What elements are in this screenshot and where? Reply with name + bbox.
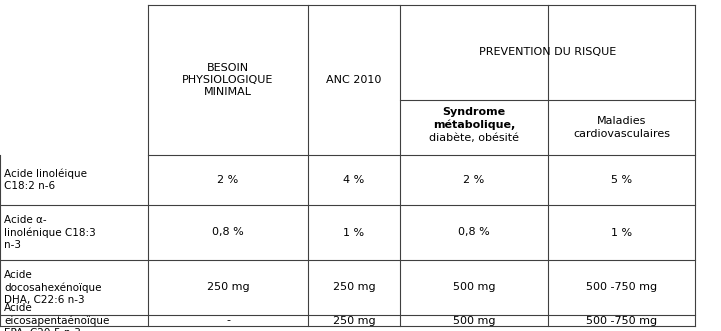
Text: Acide linoléique
C18:2 n-6: Acide linoléique C18:2 n-6 [4,169,87,191]
Text: Maladies
cardiovasculaires: Maladies cardiovasculaires [573,116,670,139]
Text: Acide
eicosapentaénoïque
EPA, C20:5 n-3: Acide eicosapentaénoïque EPA, C20:5 n-3 [4,303,110,331]
Text: 0,8 %: 0,8 % [212,227,244,238]
Text: 500 -750 mg: 500 -750 mg [586,315,657,325]
Text: 0,8 %: 0,8 % [458,227,490,238]
Text: 500 mg: 500 mg [453,315,495,325]
Text: diabète, obésité: diabète, obésité [429,133,519,144]
Text: Syndrome
métabolique,: Syndrome métabolique, [433,107,515,130]
Text: 2 %: 2 % [464,175,485,185]
Text: Acide α-
linolénique C18:3
n-3: Acide α- linolénique C18:3 n-3 [4,215,96,250]
Text: BESOIN
PHYSIOLOGIQUE
MINIMAL: BESOIN PHYSIOLOGIQUE MINIMAL [182,63,274,97]
Text: 500 mg: 500 mg [453,282,495,293]
Text: 1 %: 1 % [611,227,632,238]
Text: 500 -750 mg: 500 -750 mg [586,282,657,293]
Text: 250 mg: 250 mg [207,282,249,293]
Text: ANC 2010: ANC 2010 [327,75,381,85]
Text: 4 %: 4 % [343,175,365,185]
Text: PREVENTION DU RISQUE: PREVENTION DU RISQUE [479,48,616,58]
Text: 250 mg: 250 mg [332,315,376,325]
Text: Acide
docosahexénoïque
DHA, C22:6 n-3: Acide docosahexénoïque DHA, C22:6 n-3 [4,270,102,305]
Text: 2 %: 2 % [217,175,239,185]
Text: 5 %: 5 % [611,175,632,185]
Text: 250 mg: 250 mg [332,282,376,293]
Text: 1 %: 1 % [343,227,365,238]
Text: -: - [226,315,230,325]
